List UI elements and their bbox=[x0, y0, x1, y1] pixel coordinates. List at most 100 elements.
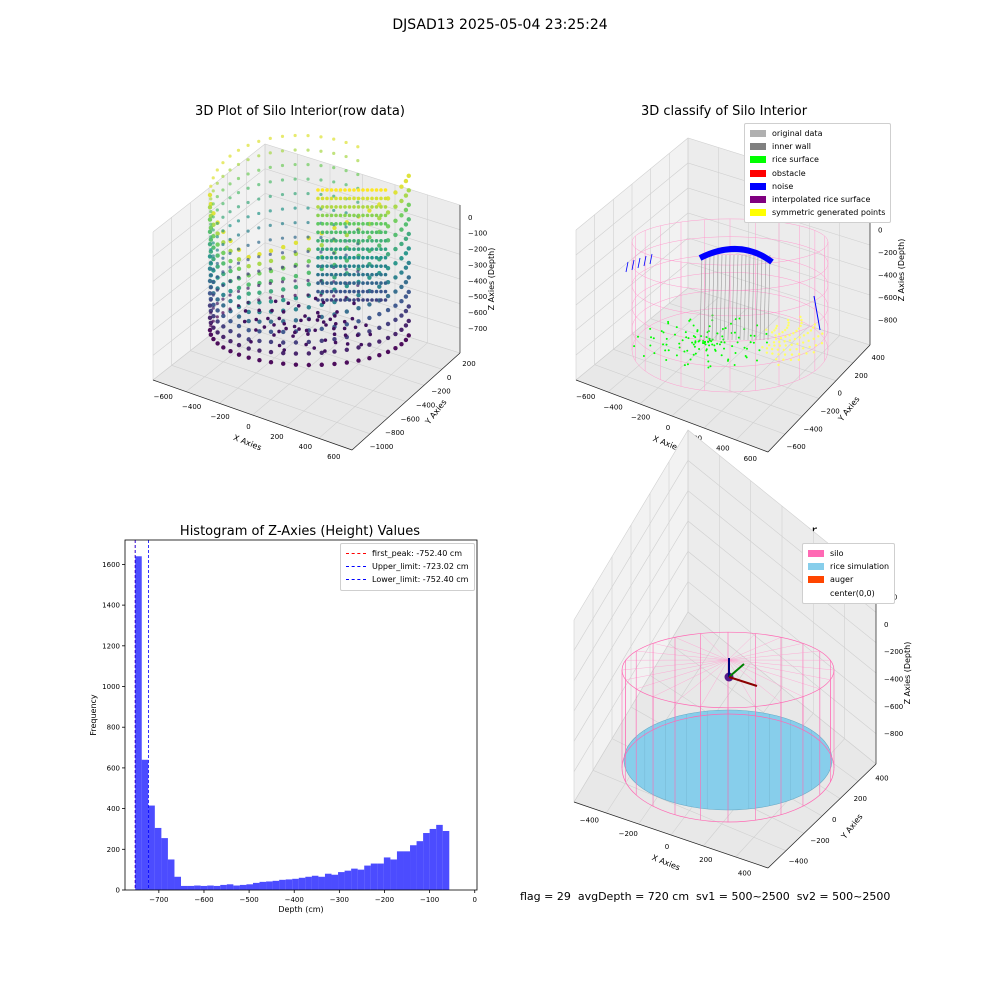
data-point bbox=[365, 222, 370, 226]
data-point bbox=[319, 302, 324, 308]
data-point bbox=[393, 232, 398, 238]
data-point bbox=[211, 325, 216, 330]
data-point bbox=[211, 211, 216, 216]
data-point bbox=[385, 266, 391, 271]
symmetric-point bbox=[771, 352, 774, 355]
data-point bbox=[246, 229, 250, 233]
histogram-bar bbox=[279, 879, 286, 890]
data-point bbox=[281, 340, 286, 345]
data-point bbox=[385, 321, 391, 327]
data-point bbox=[228, 288, 233, 294]
symmetric-point bbox=[812, 351, 816, 354]
data-point bbox=[399, 241, 404, 247]
data-point bbox=[338, 247, 343, 252]
data-point bbox=[246, 264, 251, 269]
x-tick-label: −100 bbox=[420, 896, 439, 904]
rice-surface-point bbox=[708, 325, 711, 328]
data-point bbox=[236, 247, 241, 251]
symmetric-point bbox=[820, 342, 824, 345]
data-point bbox=[344, 334, 350, 340]
y-tick-label: −400 bbox=[416, 402, 435, 410]
data-point bbox=[406, 260, 411, 266]
inner-wall-strand bbox=[739, 254, 743, 341]
rice-surface-point bbox=[687, 337, 690, 340]
histogram-bar bbox=[292, 878, 299, 890]
histogram-bar bbox=[220, 884, 227, 890]
data-point bbox=[221, 282, 226, 287]
data-point bbox=[306, 332, 310, 336]
data-point bbox=[207, 241, 213, 247]
data-point bbox=[377, 229, 382, 235]
data-point bbox=[306, 282, 312, 287]
inner-wall-strand bbox=[715, 254, 719, 341]
data-point bbox=[319, 221, 323, 225]
data-point bbox=[393, 204, 398, 209]
data-point bbox=[211, 319, 215, 323]
data-point bbox=[319, 362, 324, 367]
data-point bbox=[355, 333, 360, 338]
silo-roof-wire bbox=[727, 659, 820, 690]
data-point bbox=[329, 188, 334, 192]
data-point bbox=[347, 238, 352, 243]
data-point bbox=[236, 257, 242, 262]
symmetric-point bbox=[770, 331, 774, 334]
data-point bbox=[344, 253, 348, 257]
data-point bbox=[332, 312, 337, 317]
y-axis-line bbox=[767, 763, 877, 869]
rice-surface-point bbox=[701, 341, 704, 344]
x-tick-label: −600 bbox=[154, 393, 173, 401]
data-point bbox=[344, 232, 350, 238]
data-point bbox=[332, 349, 337, 354]
data-point bbox=[332, 336, 337, 342]
data-point bbox=[399, 198, 404, 204]
symmetric-point bbox=[792, 331, 795, 335]
data-point bbox=[352, 272, 356, 277]
y-tick-label: −1000 bbox=[370, 443, 394, 451]
data-point bbox=[316, 272, 320, 277]
data-point bbox=[313, 296, 318, 301]
data-point bbox=[343, 222, 347, 226]
x-tick-label: −300 bbox=[330, 896, 349, 904]
data-point bbox=[293, 307, 299, 312]
data-point bbox=[379, 230, 383, 235]
data-point bbox=[292, 324, 297, 329]
data-point bbox=[296, 304, 301, 308]
data-point bbox=[361, 238, 365, 243]
data-point bbox=[377, 257, 382, 262]
symmetric-point bbox=[797, 327, 801, 330]
data-point bbox=[347, 205, 352, 209]
rice-surface-point bbox=[708, 344, 711, 347]
silo-roof-wire bbox=[727, 637, 782, 661]
data-point bbox=[344, 211, 348, 215]
inner-wall-strand bbox=[755, 254, 759, 341]
data-point bbox=[338, 298, 343, 302]
symmetric-point bbox=[800, 321, 803, 325]
data-point bbox=[320, 213, 325, 218]
symmetric-point bbox=[778, 340, 781, 344]
data-point bbox=[319, 266, 324, 272]
data-point bbox=[399, 270, 404, 275]
data-point bbox=[393, 331, 398, 337]
rice-surface-point bbox=[686, 363, 689, 366]
rice-surface-point bbox=[705, 349, 708, 352]
rice-surface-point bbox=[755, 359, 758, 362]
silo-roof-wire bbox=[636, 650, 729, 661]
data-point bbox=[365, 264, 370, 268]
legend-label: symmetric generated points bbox=[772, 208, 886, 218]
symmetric-point bbox=[812, 337, 815, 340]
data-point bbox=[367, 329, 372, 334]
data-point bbox=[319, 135, 323, 139]
data-point bbox=[374, 255, 379, 260]
symmetric-point bbox=[813, 323, 817, 326]
symmetric-point bbox=[808, 345, 811, 349]
data-point bbox=[236, 285, 242, 291]
data-point bbox=[338, 230, 343, 235]
data-point bbox=[257, 357, 262, 363]
data-point bbox=[268, 296, 272, 300]
data-point bbox=[209, 298, 213, 302]
legend-label: noise bbox=[772, 181, 794, 191]
data-point bbox=[246, 158, 250, 162]
data-point bbox=[356, 253, 361, 258]
y-tick-label: 1000 bbox=[102, 683, 120, 691]
data-point bbox=[306, 206, 310, 210]
